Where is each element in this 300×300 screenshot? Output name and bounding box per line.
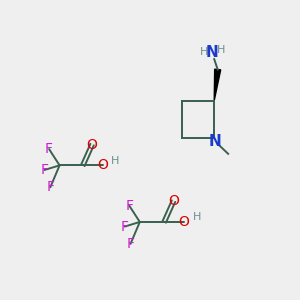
- Text: F: F: [45, 142, 53, 156]
- Text: F: F: [46, 180, 54, 194]
- Text: N: N: [209, 134, 222, 148]
- Text: F: F: [40, 163, 49, 177]
- Text: H: H: [200, 47, 208, 57]
- Text: O: O: [178, 215, 189, 229]
- Text: O: O: [97, 158, 108, 172]
- Text: F: F: [127, 237, 134, 251]
- Text: N: N: [206, 45, 218, 60]
- Polygon shape: [214, 69, 221, 101]
- Text: F: F: [121, 220, 129, 234]
- Text: H: H: [217, 45, 225, 55]
- Text: O: O: [168, 194, 179, 208]
- Text: H: H: [111, 156, 120, 166]
- Text: H: H: [193, 212, 201, 222]
- Text: O: O: [87, 138, 98, 152]
- Text: F: F: [125, 199, 133, 213]
